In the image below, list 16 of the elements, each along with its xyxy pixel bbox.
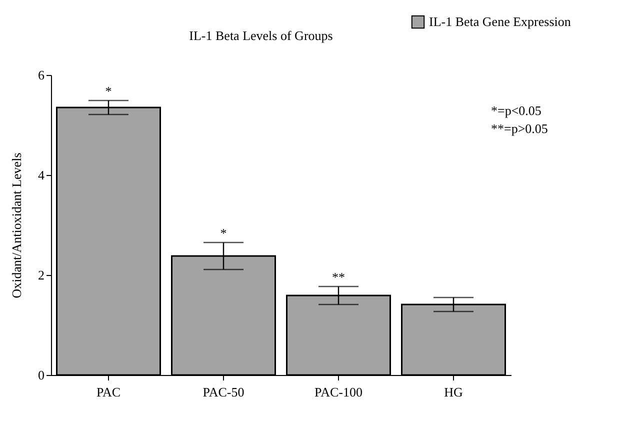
y-tick-label: 4 bbox=[38, 168, 45, 182]
annotation: *=p<0.05 bbox=[491, 103, 542, 118]
annotation: ** bbox=[332, 270, 345, 284]
y-tick-label: 6 bbox=[38, 68, 45, 82]
annotation: * bbox=[105, 84, 112, 98]
x-tick-label: PAC-50 bbox=[202, 384, 244, 400]
x-tick-label: HG bbox=[444, 384, 463, 400]
y-tick-label: 0 bbox=[38, 368, 44, 382]
y-tick-label: 2 bbox=[38, 268, 44, 282]
x-tick-label: PAC-100 bbox=[314, 384, 362, 400]
y-axis-title: Oxidant/Antioxidant Levels bbox=[9, 152, 24, 298]
legend-label: IL-1 Beta Gene Expression bbox=[429, 14, 572, 29]
x-tick-label: PAC bbox=[96, 384, 121, 400]
chart-title: IL-1 Beta Levels of Groups bbox=[189, 28, 333, 43]
annotation: **=p>0.05 bbox=[491, 121, 548, 136]
annotation: * bbox=[220, 226, 227, 240]
